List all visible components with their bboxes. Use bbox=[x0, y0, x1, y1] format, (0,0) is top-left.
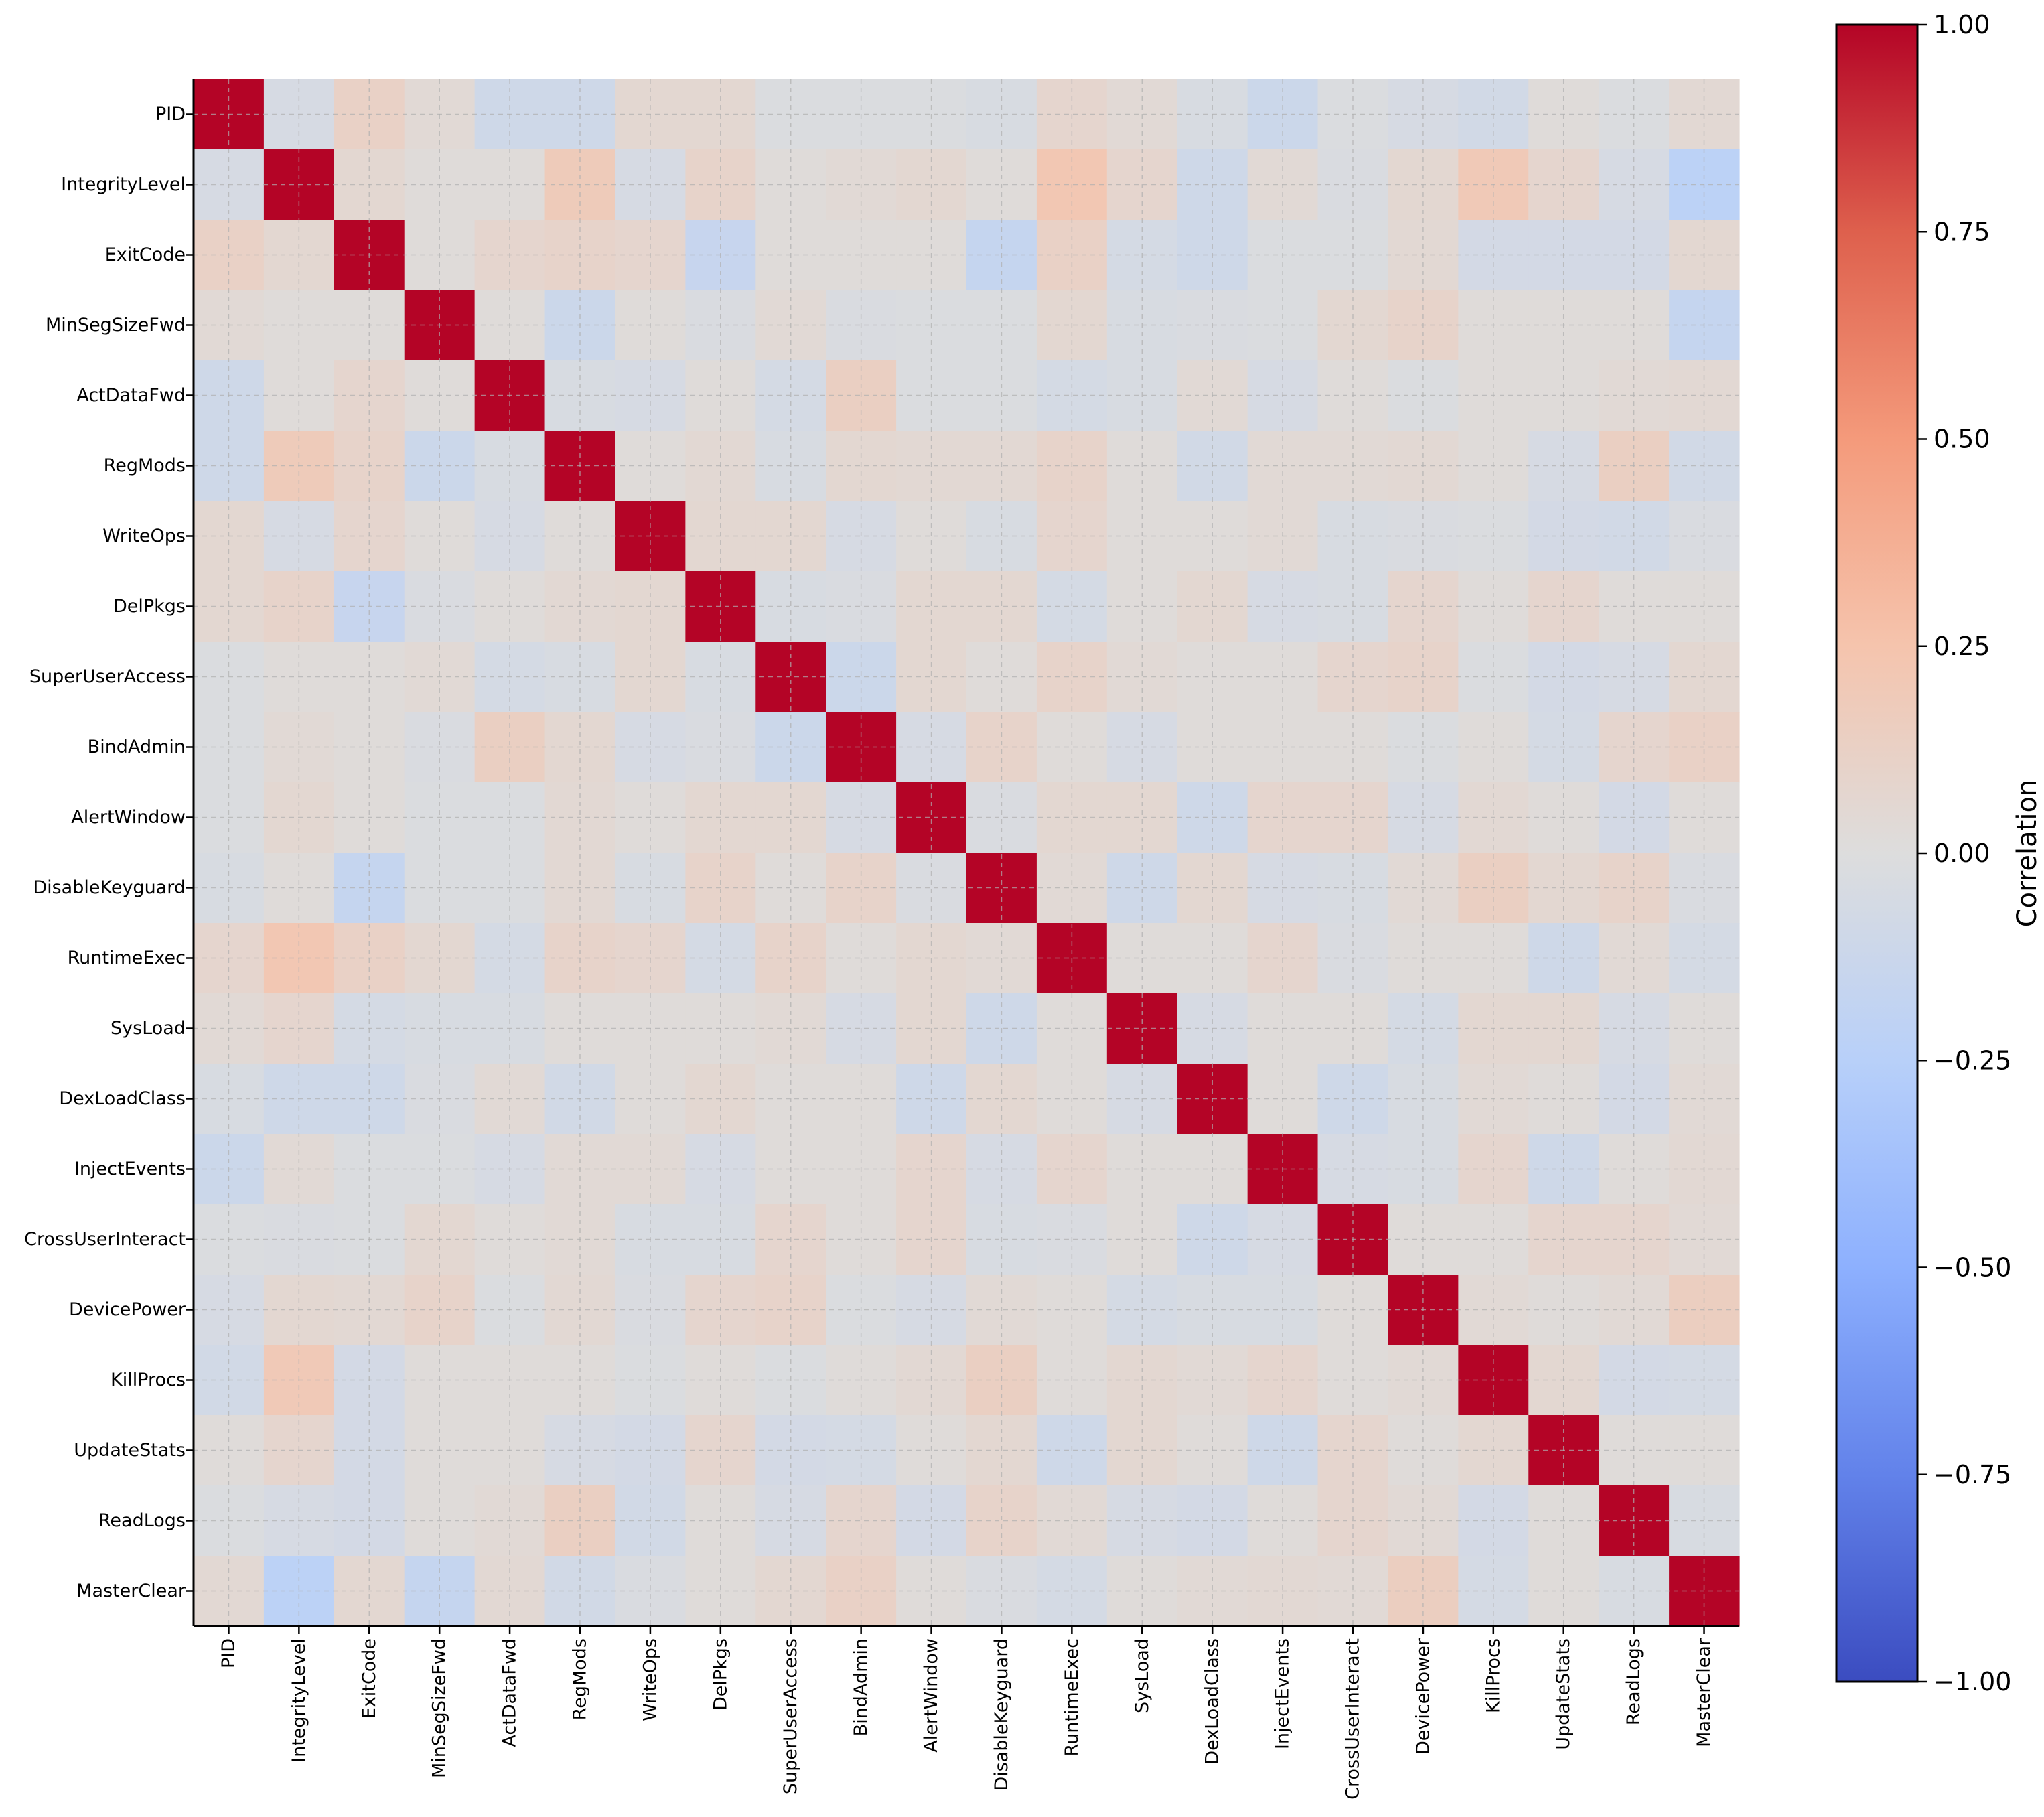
row-label: BindAdmin bbox=[88, 737, 186, 757]
column-label: SuperUserAccess bbox=[780, 1638, 801, 1794]
row-label: DevicePower bbox=[69, 1299, 186, 1320]
colorbar-tick-label: 0.75 bbox=[1933, 217, 1990, 246]
row-label: KillProcs bbox=[111, 1370, 186, 1390]
colorbar-tick-label: 0.50 bbox=[1933, 425, 1990, 454]
row-label: InjectEvents bbox=[74, 1159, 186, 1179]
column-label: RegMods bbox=[570, 1638, 591, 1720]
column-label: InjectEvents bbox=[1272, 1638, 1293, 1749]
row-label: CrossUserInteract bbox=[24, 1229, 186, 1250]
column-label: ReadLogs bbox=[1623, 1638, 1644, 1725]
row-label: MasterClear bbox=[76, 1581, 186, 1601]
row-label: DisableKeyguard bbox=[33, 877, 186, 898]
column-label: MasterClear bbox=[1694, 1638, 1714, 1747]
colorbar-tick-label: −0.25 bbox=[1933, 1045, 2011, 1075]
column-label: BindAdmin bbox=[851, 1638, 871, 1736]
heatmap-cells bbox=[194, 79, 1740, 1627]
row-label: WriteOps bbox=[102, 526, 186, 547]
row-label: ActDataFwd bbox=[76, 385, 186, 406]
row-label: DelPkgs bbox=[113, 596, 186, 617]
row-label: ReadLogs bbox=[98, 1510, 186, 1531]
column-label: SysLoad bbox=[1132, 1638, 1153, 1713]
colorbar-tick-label: −0.75 bbox=[1933, 1460, 2011, 1489]
column-label: DisableKeyguard bbox=[991, 1638, 1012, 1791]
row-label: RuntimeExec bbox=[68, 948, 186, 968]
row-label: IntegrityLevel bbox=[61, 174, 186, 195]
column-label: AlertWindow bbox=[921, 1638, 942, 1753]
row-label: MinSegSizeFwd bbox=[46, 315, 186, 336]
heatmap-cell-AlertWindow-DisableKeyguard bbox=[966, 782, 1037, 853]
colorbar-tick-label: 1.00 bbox=[1933, 10, 1990, 40]
row-label: RegMods bbox=[104, 455, 186, 476]
column-label: WriteOps bbox=[640, 1638, 660, 1721]
colorbar: 1.00 0.75 0.50 0.25 0.00 −0.25 −0.50 −0.75 −1.00… bbox=[1835, 10, 2043, 1696]
colorbar-gradient-bar bbox=[1835, 23, 1919, 1683]
column-label: PID bbox=[218, 1638, 239, 1668]
column-label: UpdateStats bbox=[1553, 1638, 1574, 1750]
row-label: ExitCode bbox=[105, 244, 186, 265]
colorbar-tick-label: 0.25 bbox=[1933, 632, 1990, 661]
column-label: DexLoadClass bbox=[1202, 1638, 1223, 1765]
row-labels: PID IntegrityLevel ExitCode MinSegSizeFwd Ac… bbox=[24, 104, 186, 1601]
column-label: RuntimeExec bbox=[1062, 1638, 1082, 1756]
row-label: DexLoadClass bbox=[59, 1088, 186, 1109]
column-label: ExitCode bbox=[359, 1638, 380, 1719]
column-label: IntegrityLevel bbox=[289, 1638, 309, 1763]
row-label: AlertWindow bbox=[71, 807, 186, 828]
heatmap-cell-BindAdmin-DisableKeyguard bbox=[966, 712, 1037, 783]
row-label: UpdateStats bbox=[74, 1440, 186, 1461]
column-label: DevicePower bbox=[1412, 1638, 1433, 1755]
heatmap-grid bbox=[194, 79, 1739, 1626]
column-label: MinSegSizeFwd bbox=[429, 1638, 450, 1778]
heatmap-cell-BindAdmin-AlertWindow bbox=[896, 712, 967, 783]
colorbar-tick-label: 0.00 bbox=[1933, 839, 1990, 868]
column-label: DelPkgs bbox=[710, 1638, 731, 1711]
heatmap-cell-AlertWindow-AlertWindow bbox=[896, 782, 967, 853]
column-label: ActDataFwd bbox=[500, 1638, 520, 1747]
row-label: SysLoad bbox=[111, 1018, 186, 1039]
colorbar-tick-label: −0.50 bbox=[1933, 1253, 2011, 1283]
column-label: CrossUserInteract bbox=[1343, 1638, 1364, 1800]
heatmap-axes bbox=[186, 79, 1739, 1634]
column-labels: PID IntegrityLevel ExitCode MinSegSizeFwd Ac… bbox=[218, 1638, 1714, 1800]
row-label: SuperUserAccess bbox=[29, 666, 186, 687]
colorbar-tick-label: −1.00 bbox=[1933, 1667, 2011, 1696]
colorbar-label: Correlation bbox=[2012, 780, 2043, 928]
row-label: PID bbox=[155, 104, 186, 125]
column-label: KillProcs bbox=[1483, 1638, 1504, 1713]
